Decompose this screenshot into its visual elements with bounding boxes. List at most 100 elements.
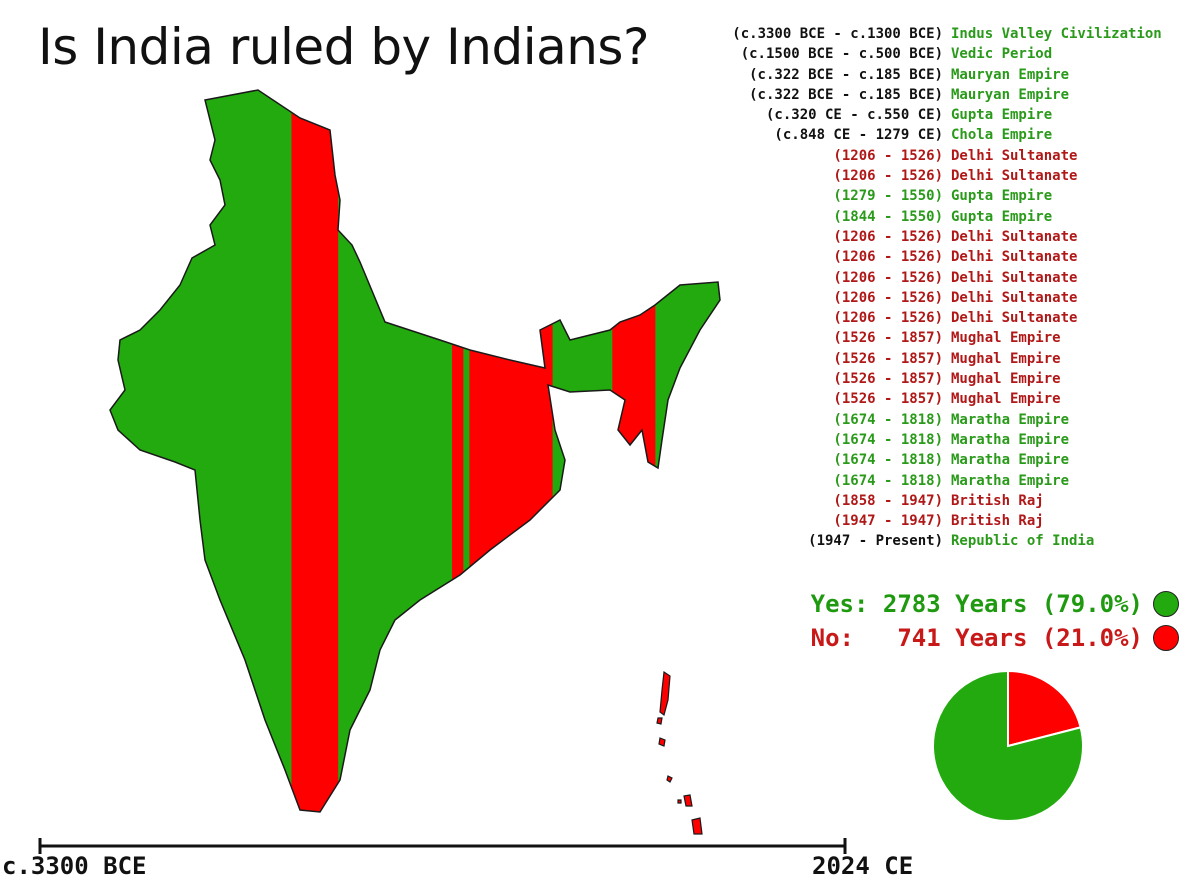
legend-row: (1526 - 1857) Mughal Empire: [337, 369, 1181, 389]
legend-row: (1844 - 1550) Gupta Empire: [337, 207, 1181, 227]
legend-row: (c.322 BCE - c.185 BCE) Mauryan Empire: [337, 65, 1181, 85]
map-green-base: [110, 90, 720, 812]
pie-slice-yes: [932, 669, 1084, 822]
legend-row-name: Mauryan Empire: [951, 86, 1070, 103]
map-red-stripe: [612, 90, 656, 812]
legend-row: (1674 - 1818) Maratha Empire: [337, 471, 1181, 491]
legend-row-name: Delhi Sultanate: [951, 310, 1078, 327]
legend-row-name: Mughal Empire: [951, 330, 1061, 347]
legend-row-dates: (c.3300 BCE - c.1300 BCE): [732, 26, 943, 42]
legend-row-name: Delhi Sultanate: [951, 168, 1078, 185]
legend-row-dates: (1206 - 1526): [833, 269, 943, 286]
legend-row-dates: (1206 - 1526): [833, 147, 943, 164]
legend-row-name: Maratha Empire: [951, 431, 1070, 448]
legend-row-name: Mughal Empire: [951, 371, 1061, 388]
legend-row-dates: (c.322 BCE - c.185 BCE): [749, 66, 943, 83]
legend-row: (c.3300 BCE - c.1300 BCE) Indus Valley Ci…: [337, 24, 1181, 44]
timeline-axis: [38, 838, 847, 854]
legend-row-dates: (1947 - Present): [808, 533, 943, 550]
legend-row: (1206 - 1526) Delhi Sultanate: [337, 288, 1181, 308]
pie-chart: [932, 669, 1084, 822]
map-red-stripe: [452, 90, 464, 812]
legend-row: (c.848 CE - 1279 CE) Chola Empire: [337, 125, 1181, 145]
legend-row-name: Maratha Empire: [951, 452, 1070, 469]
legend-row: (1206 - 1526) Delhi Sultanate: [337, 166, 1181, 186]
legend-row-dates: (1206 - 1526): [833, 168, 943, 185]
legend-row: (1947 - 1947) British Raj: [337, 511, 1181, 531]
legend-row-dates: (1206 - 1526): [833, 289, 943, 306]
legend-row-name: Mauryan Empire: [951, 66, 1070, 83]
legend-row-dates: (c.848 CE - 1279 CE): [774, 127, 943, 144]
legend-row-dates: (1279 - 1550): [833, 188, 943, 205]
yes-color-dot: [1153, 591, 1179, 617]
legend-row: (1206 - 1526) Delhi Sultanate: [337, 268, 1181, 288]
summary-no: No: 741 Years (21.0%): [811, 624, 1179, 652]
legend-row: (1526 - 1857) Mughal Empire: [337, 328, 1181, 348]
legend-row-name: British Raj: [951, 513, 1044, 530]
legend-row-name: Delhi Sultanate: [951, 228, 1078, 245]
legend-row-dates: (1526 - 1857): [833, 350, 943, 367]
andaman-islands: [656, 670, 703, 835]
legend-row-dates: (1674 - 1818): [833, 431, 943, 448]
map-red-stripe: [291, 90, 339, 812]
legend-row: (c.322 BCE - c.185 BCE) Mauryan Empire: [337, 85, 1181, 105]
map-fill-group: [110, 60, 732, 840]
legend-row: (1206 - 1526) Delhi Sultanate: [337, 146, 1181, 166]
legend-row-name: Gupta Empire: [951, 188, 1053, 205]
map-red-stripe: [469, 90, 553, 812]
legend-row-dates: (1526 - 1857): [833, 391, 943, 408]
legend-row-name: Chola Empire: [951, 127, 1053, 144]
india-map-outline: [109, 89, 721, 813]
legend-row-dates: (c.320 CE - c.550 CE): [765, 107, 943, 124]
legend-row-dates: (1206 - 1526): [833, 310, 943, 327]
summary-no-text: No: 741 Years (21.0%): [810, 624, 1143, 652]
legend-row-dates: (c.322 BCE - c.185 BCE): [749, 86, 943, 103]
legend-row-dates: (1947 - 1947): [833, 513, 943, 530]
legend-row-name: Vedic Period: [951, 46, 1053, 63]
legend-row-dates: (1674 - 1818): [833, 452, 943, 469]
legend-row: (1526 - 1857) Mughal Empire: [337, 389, 1181, 409]
legend-row-name: Gupta Empire: [951, 208, 1053, 225]
legend-row-name: Maratha Empire: [951, 472, 1070, 489]
legend-row: (1206 - 1526) Delhi Sultanate: [337, 308, 1181, 328]
legend-row-dates: (1844 - 1550): [833, 208, 943, 225]
legend-row-dates: (1526 - 1857): [833, 371, 943, 388]
legend-row: (1674 - 1818) Maratha Empire: [337, 410, 1181, 430]
legend-row-name: Mughal Empire: [951, 391, 1061, 408]
legend-row-dates: (1206 - 1526): [833, 228, 943, 245]
legend-row-name: Maratha Empire: [951, 411, 1070, 428]
legend-row: (c.1500 BCE - c.500 BCE) Vedic Period: [337, 44, 1181, 64]
chart-title: Is India ruled by Indians?: [38, 18, 650, 76]
map-red-stripe: [721, 60, 732, 840]
legend-row: (1279 - 1550) Gupta Empire: [337, 186, 1181, 206]
summary-yes-text: Yes: 2783 Years (79.0%): [810, 590, 1143, 618]
legend-row: (1206 - 1526) Delhi Sultanate: [337, 227, 1181, 247]
legend-row-name: Delhi Sultanate: [951, 269, 1078, 286]
legend-row-dates: (1674 - 1818): [833, 411, 943, 428]
legend-row: (1674 - 1818) Maratha Empire: [337, 430, 1181, 450]
legend-row: (1526 - 1857) Mughal Empire: [337, 349, 1181, 369]
legend-row-dates: (c.1500 BCE - c.500 BCE): [740, 46, 943, 63]
legend-row-name: Indus Valley Civilization: [951, 26, 1162, 42]
legend-row-name: Mughal Empire: [951, 350, 1061, 367]
legend-row-dates: (1858 - 1947): [833, 492, 943, 509]
legend-row-name: British Raj: [951, 492, 1044, 509]
legend-row-dates: (1526 - 1857): [833, 330, 943, 347]
legend-row: (1947 - Present) Republic of India: [337, 531, 1181, 551]
axis-start-label: c.3300 BCE: [2, 852, 147, 880]
legend-row: (1674 - 1818) Maratha Empire: [337, 450, 1181, 470]
legend-row: (c.320 CE - c.550 CE) Gupta Empire: [337, 105, 1181, 125]
legend-row-name: Gupta Empire: [951, 107, 1053, 124]
pie-slice-no: [1007, 669, 1082, 748]
legend-row-dates: (1206 - 1526): [833, 249, 943, 266]
legend: (c.3300 BCE - c.1300 BCE) Indus Valley Ci…: [337, 24, 1181, 552]
legend-row-name: Delhi Sultanate: [951, 289, 1078, 306]
legend-row-name: Delhi Sultanate: [951, 147, 1078, 164]
axis-end-label: 2024 CE: [812, 852, 914, 880]
legend-row-dates: (1674 - 1818): [833, 472, 943, 489]
summary-yes: Yes: 2783 Years (79.0%): [811, 590, 1179, 618]
legend-row: (1858 - 1947) British Raj: [337, 491, 1181, 511]
legend-row: (1206 - 1526) Delhi Sultanate: [337, 247, 1181, 267]
no-color-dot: [1153, 625, 1179, 651]
